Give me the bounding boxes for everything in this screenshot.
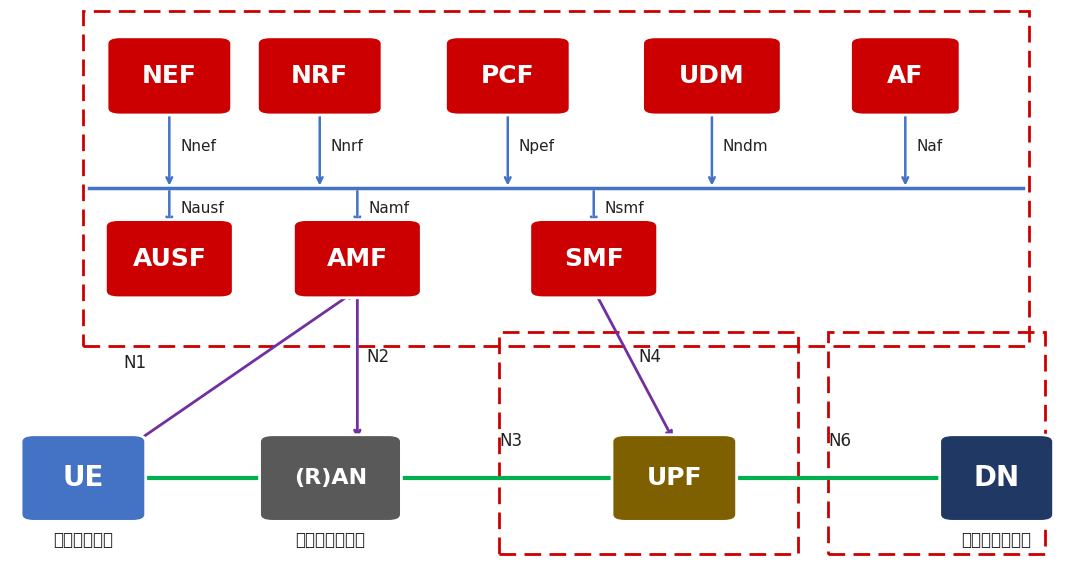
Text: Nsmf: Nsmf bbox=[605, 201, 644, 216]
Text: DN: DN bbox=[973, 464, 1020, 492]
FancyBboxPatch shape bbox=[612, 435, 737, 521]
FancyBboxPatch shape bbox=[643, 37, 781, 115]
Text: AMF: AMF bbox=[327, 247, 388, 271]
Text: N3: N3 bbox=[499, 432, 523, 450]
Text: Npef: Npef bbox=[518, 139, 554, 154]
Text: N2: N2 bbox=[366, 348, 389, 366]
FancyBboxPatch shape bbox=[106, 220, 233, 298]
Text: Namf: Namf bbox=[368, 201, 409, 216]
FancyBboxPatch shape bbox=[107, 37, 231, 115]
Text: Naf: Naf bbox=[916, 139, 942, 154]
Text: PCF: PCF bbox=[481, 64, 535, 88]
Text: AUSF: AUSF bbox=[133, 247, 206, 271]
Text: UDM: UDM bbox=[679, 64, 745, 88]
Text: UPF: UPF bbox=[647, 466, 702, 490]
Text: Nnrf: Nnrf bbox=[330, 139, 363, 154]
Text: 终端（手机）: 终端（手机） bbox=[53, 532, 113, 549]
Text: N4: N4 bbox=[639, 348, 662, 366]
Text: NRF: NRF bbox=[292, 64, 349, 88]
Text: (R)AN: (R)AN bbox=[294, 468, 367, 488]
FancyBboxPatch shape bbox=[530, 220, 658, 298]
FancyBboxPatch shape bbox=[259, 435, 402, 521]
Text: N1: N1 bbox=[123, 354, 146, 371]
FancyBboxPatch shape bbox=[294, 220, 421, 298]
Text: Nndm: Nndm bbox=[723, 139, 768, 154]
Text: AF: AF bbox=[887, 64, 923, 88]
Text: UE: UE bbox=[63, 464, 104, 492]
FancyBboxPatch shape bbox=[21, 435, 146, 521]
Text: 运营商数据网络: 运营商数据网络 bbox=[961, 532, 1031, 549]
FancyBboxPatch shape bbox=[445, 37, 570, 115]
Text: N6: N6 bbox=[828, 432, 851, 450]
Text: 接入网（基站）: 接入网（基站） bbox=[296, 532, 365, 549]
Text: Nausf: Nausf bbox=[180, 201, 224, 216]
FancyBboxPatch shape bbox=[940, 435, 1054, 521]
FancyBboxPatch shape bbox=[851, 37, 960, 115]
Text: NEF: NEF bbox=[141, 64, 197, 88]
Text: Nnef: Nnef bbox=[180, 139, 216, 154]
FancyBboxPatch shape bbox=[257, 37, 382, 115]
Text: SMF: SMF bbox=[564, 247, 623, 271]
